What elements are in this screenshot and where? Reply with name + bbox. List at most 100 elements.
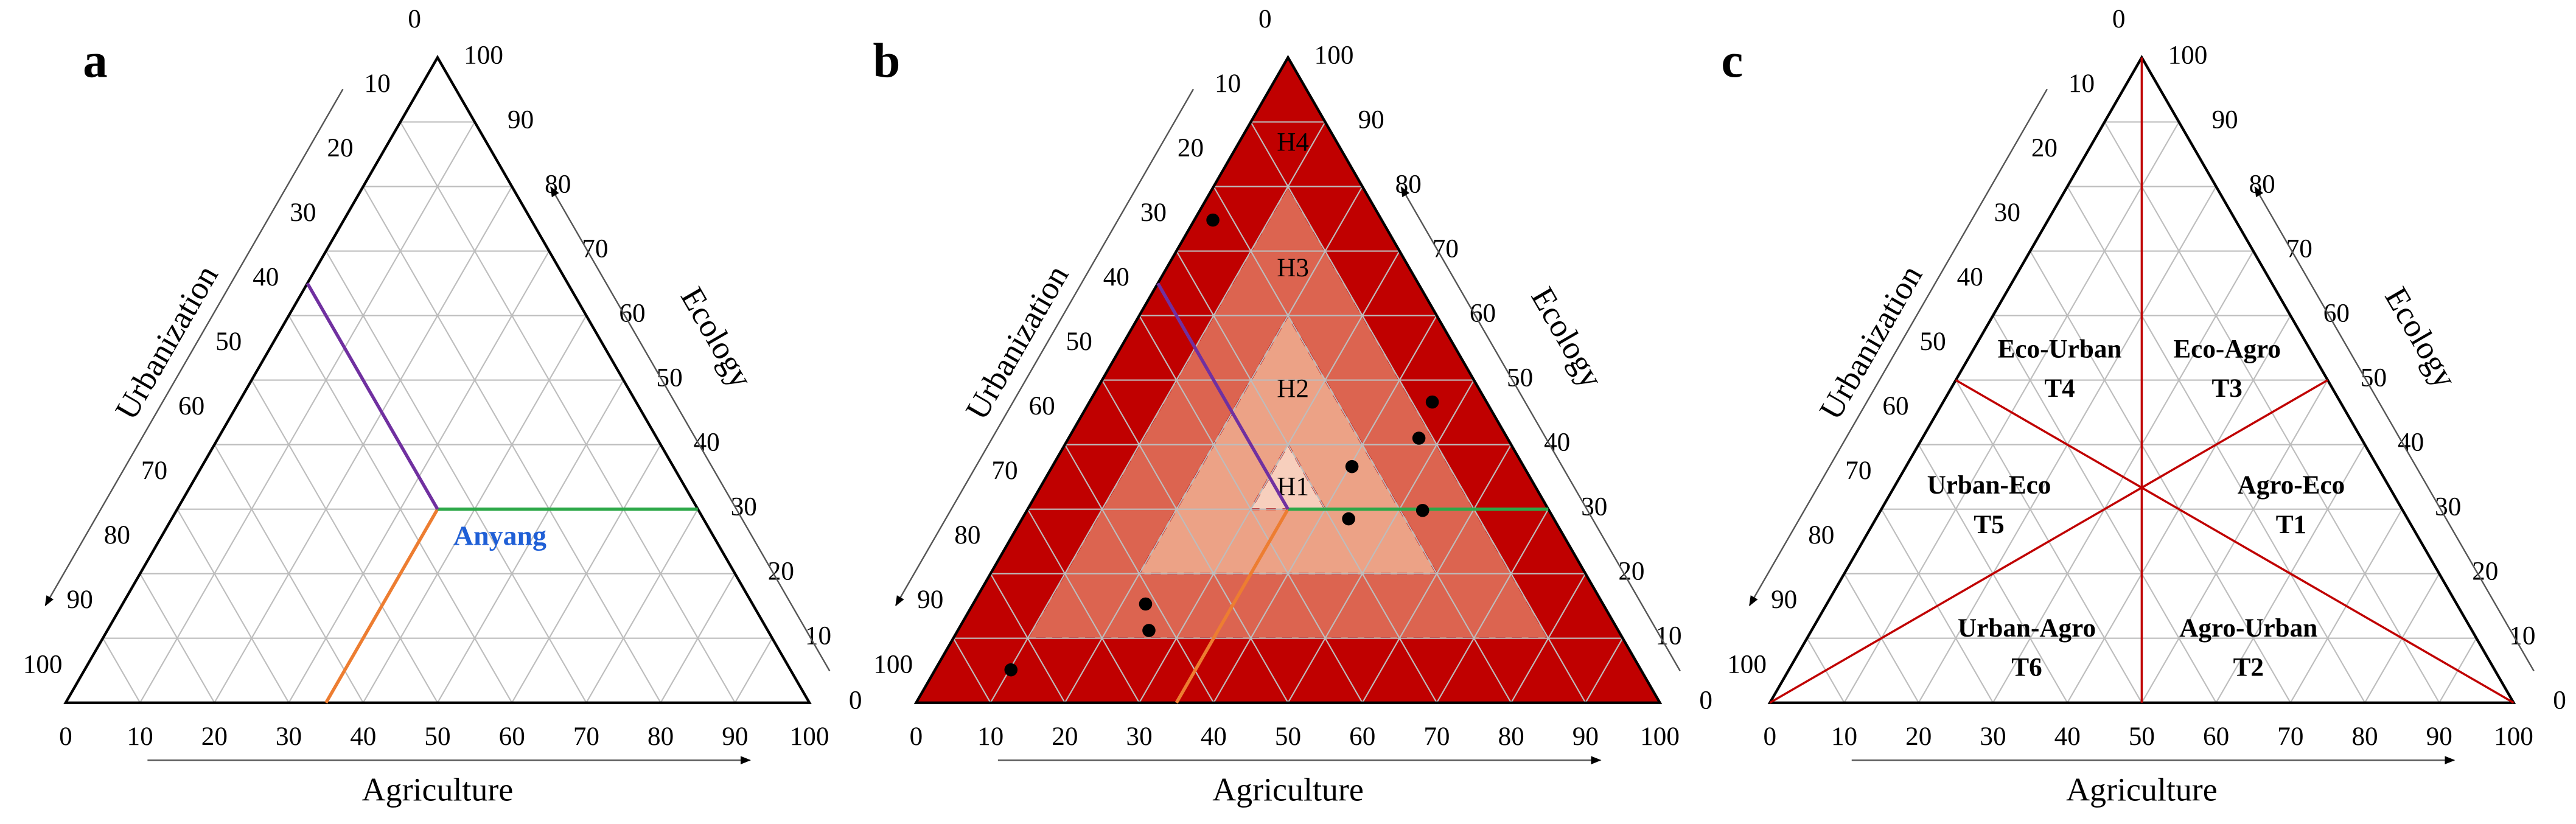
left-tick-label: 60 <box>178 392 204 421</box>
right-tick-label: 100 <box>1314 41 1354 69</box>
grid-line <box>952 638 991 704</box>
axis-title: Ecology <box>2378 281 2464 394</box>
axis-arrow <box>895 88 1195 607</box>
right-tick-label: 80 <box>1395 170 1422 198</box>
bottom-tick-label: 60 <box>499 722 525 751</box>
triangle <box>63 55 812 704</box>
right-tick-label: 90 <box>1358 105 1384 134</box>
left-tick-label: 20 <box>2031 134 2058 162</box>
bottom-tick-label: 100 <box>1640 722 1680 751</box>
region-label: Agro-Urban <box>2179 614 2317 643</box>
grid-line <box>399 121 736 704</box>
region-label: Agro-Eco <box>2238 471 2345 500</box>
left-tick-label: 10 <box>2068 69 2095 98</box>
bottom-tick-label: 0 <box>1764 722 1777 751</box>
grid-line <box>585 509 699 704</box>
grid-line <box>1250 121 1586 704</box>
left-tick-label: 50 <box>1066 327 1092 356</box>
grid-line <box>734 638 773 704</box>
urbanization-line <box>305 282 439 510</box>
axis-title: Urbanization <box>1812 259 1930 425</box>
data-point <box>1139 597 1153 611</box>
right-tick-label: 0 <box>2553 686 2566 715</box>
data-point <box>1425 395 1439 409</box>
grid-line <box>1585 638 1624 704</box>
right-tick-label: 80 <box>545 170 571 198</box>
bottom-tick-label: 50 <box>424 722 450 751</box>
left-tick-label: 100 <box>1727 650 1767 679</box>
left-tick-label: 100 <box>873 650 913 679</box>
grid-line <box>1436 509 1549 704</box>
panel-label: c <box>1721 33 1743 88</box>
bottom-tick-label: 20 <box>201 722 228 751</box>
bottom-tick-label: 0 <box>59 722 72 751</box>
left-tick-label: 30 <box>290 198 316 227</box>
data-point <box>1142 624 1156 637</box>
region-label: Urban-Eco <box>1927 471 2051 500</box>
region-label: H4 <box>1277 128 1309 156</box>
axis-arrow <box>550 186 831 672</box>
bottom-tick-label: 70 <box>573 722 599 751</box>
bottom-tick-label: 20 <box>1052 722 1078 751</box>
left-tick-label: 80 <box>104 521 130 550</box>
grid-line <box>102 638 141 704</box>
data-point <box>1004 663 1018 677</box>
grid-line <box>1027 509 1140 704</box>
agriculture-line <box>324 508 439 704</box>
point-label: Anyang <box>453 520 546 551</box>
left-tick-label: 30 <box>1140 198 1167 227</box>
division-line <box>1769 379 2328 704</box>
bottom-tick-label: 40 <box>1201 722 1227 751</box>
region-code: T5 <box>1974 511 2004 539</box>
left-tick-label: 50 <box>1920 327 1946 356</box>
data-point <box>1345 459 1359 473</box>
axis-arrow <box>1400 186 1681 672</box>
axis-title: Agriculture <box>362 771 514 808</box>
bottom-tick-label: 70 <box>2277 722 2303 751</box>
bottom-tick-label: 100 <box>790 722 829 751</box>
triangle <box>913 55 1663 704</box>
left-tick-label: 60 <box>1882 392 1908 421</box>
right-tick-label: 80 <box>2249 170 2275 198</box>
left-tick-label: 100 <box>23 650 63 679</box>
left-tick-label: 40 <box>1103 263 1129 292</box>
axis-arrow <box>2254 186 2535 672</box>
left-tick-label: 0 <box>408 5 421 33</box>
agriculture-line <box>1175 508 1290 704</box>
region-label: Urban-Agro <box>1958 614 2096 643</box>
axis-title: Urbanization <box>108 259 225 425</box>
left-tick-label: 10 <box>365 69 391 98</box>
axis-title: Agriculture <box>2066 771 2218 808</box>
right-tick-label: 0 <box>849 686 862 715</box>
region-code: T6 <box>2011 654 2042 682</box>
bottom-tick-label: 30 <box>1980 722 2006 751</box>
bottom-tick-label: 60 <box>2203 722 2229 751</box>
grid-line <box>325 250 587 704</box>
right-tick-label: 100 <box>464 41 503 69</box>
grid-line <box>1064 444 1215 704</box>
region-code: T3 <box>2212 374 2243 403</box>
grid-line <box>1287 380 1475 704</box>
left-tick-label: 40 <box>1957 263 1983 292</box>
left-tick-label: 70 <box>991 456 1017 485</box>
axis-arrow <box>1748 88 2048 607</box>
grid-line <box>511 444 661 704</box>
grid-line <box>1176 250 1437 704</box>
left-tick-label: 30 <box>1994 198 2020 227</box>
bottom-tick-label: 90 <box>1572 722 1599 751</box>
bottom-tick-label: 80 <box>2351 722 2378 751</box>
grid-line <box>139 121 476 704</box>
left-tick-label: 0 <box>2112 5 2126 33</box>
bottom-tick-label: 50 <box>2129 722 2155 751</box>
axis-title: Ecology <box>1524 281 1610 394</box>
axis-title: Agriculture <box>1212 771 1364 808</box>
bottom-tick-label: 80 <box>1498 722 1524 751</box>
region-label: Eco-Agro <box>2173 335 2281 363</box>
axis-arrow <box>44 88 344 607</box>
left-tick-label: 40 <box>253 263 279 292</box>
region-code: T1 <box>2276 511 2306 539</box>
left-tick-label: 70 <box>141 456 167 485</box>
grid-line <box>139 573 215 704</box>
